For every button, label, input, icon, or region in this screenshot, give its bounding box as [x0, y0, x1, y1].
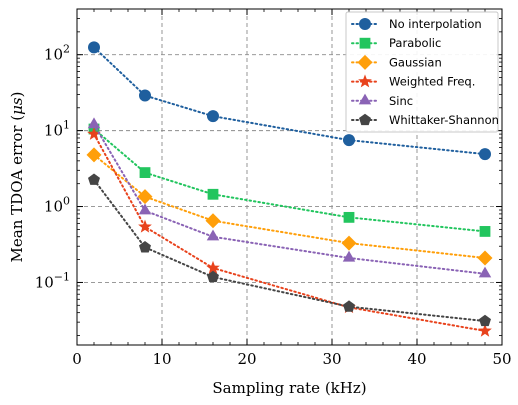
- data-point: [139, 241, 151, 253]
- data-point: [479, 148, 491, 161]
- data-point: [207, 110, 219, 123]
- data-point: [206, 229, 220, 241]
- tick-labels: 0 10 20 30 40 50 10−1 100 101 102: [35, 43, 512, 368]
- data-point: [138, 219, 152, 233]
- axis-ticks: [76, 8, 503, 345]
- data-point: [87, 117, 101, 129]
- x-tick-label: 0: [72, 350, 82, 368]
- legend-label: No interpolation: [389, 17, 482, 31]
- legend-item-whittaker-shannon: Whittaker-Shannon: [351, 113, 499, 127]
- legend-label: Parabolic: [389, 36, 441, 50]
- series-parabolic: [88, 123, 491, 237]
- y-tick-label: 101: [44, 119, 70, 140]
- legend-item-gaussian: Gaussian: [351, 54, 442, 70]
- data-point: [137, 189, 153, 205]
- data-point: [479, 314, 491, 327]
- x-axis-label: Sampling rate (kHz): [212, 379, 366, 397]
- series-weighted-freq: [87, 126, 492, 337]
- series-line: [93, 178, 486, 323]
- legend-item-weighted-freq: Weighted Freq.: [351, 74, 475, 89]
- y-axis-label-part2: ): [8, 92, 26, 98]
- data-point: [477, 250, 493, 266]
- y-tick-label: 102: [44, 43, 70, 64]
- x-tick-label: 40: [407, 350, 426, 368]
- data-point: [342, 250, 356, 262]
- legend-label: Weighted Freq.: [389, 75, 475, 89]
- series-layer: [86, 41, 493, 337]
- data-point: [207, 270, 219, 283]
- data-point: [206, 260, 220, 274]
- legend-marker: [359, 113, 371, 126]
- y-axis-label-part1: Mean TDOA error (: [8, 115, 26, 263]
- data-point: [138, 203, 152, 215]
- x-tick-label: 50: [492, 350, 511, 368]
- data-point: [343, 211, 355, 223]
- legend-marker: [357, 54, 373, 70]
- series-no-interpolation: [88, 41, 491, 161]
- series-whittaker-shannon: [88, 173, 491, 327]
- legend-label: Sinc: [389, 94, 413, 108]
- data-point: [341, 235, 357, 251]
- legend-item-sinc: Sinc: [351, 93, 413, 108]
- x-tick-label: 30: [322, 350, 341, 368]
- data-point: [343, 300, 355, 312]
- legend-marker: [358, 93, 372, 105]
- series-line: [93, 153, 486, 259]
- legend-item-parabolic: Parabolic: [351, 36, 441, 50]
- x-tick-label: 20: [237, 350, 256, 368]
- series-gaussian: [86, 147, 493, 266]
- legend-item-no-interpolation: No interpolation: [351, 17, 482, 31]
- legend-label: Gaussian: [389, 55, 442, 69]
- y-tick-label: 10−1: [35, 270, 70, 291]
- legend-marker: [358, 74, 372, 88]
- legend-marker: [359, 37, 371, 49]
- data-point: [139, 167, 151, 178]
- series-line: [93, 128, 486, 233]
- series-sinc: [87, 117, 492, 278]
- data-point: [139, 89, 151, 102]
- legend-box: [345, 11, 499, 133]
- x-tick-label: 10: [152, 350, 171, 368]
- data-point: [479, 226, 491, 237]
- y-axis-label: Mean TDOA error (μs): [8, 92, 26, 263]
- y-axis-label-unit: μs: [8, 97, 26, 115]
- data-point: [86, 147, 102, 163]
- y-tick-label: 100: [44, 195, 70, 216]
- data-point: [87, 126, 101, 140]
- data-point: [478, 266, 492, 278]
- data-point: [205, 213, 221, 229]
- legend-marker: [359, 18, 371, 30]
- data-point: [207, 188, 219, 200]
- plot-frame: [76, 8, 503, 346]
- legend: No interpolation Parabolic Gaussian Weighte…: [345, 11, 499, 133]
- data-point: [88, 173, 100, 185]
- data-point: [343, 134, 355, 147]
- data-point: [88, 41, 100, 54]
- data-point: [478, 323, 492, 337]
- legend-label: Whittaker-Shannon: [389, 113, 499, 127]
